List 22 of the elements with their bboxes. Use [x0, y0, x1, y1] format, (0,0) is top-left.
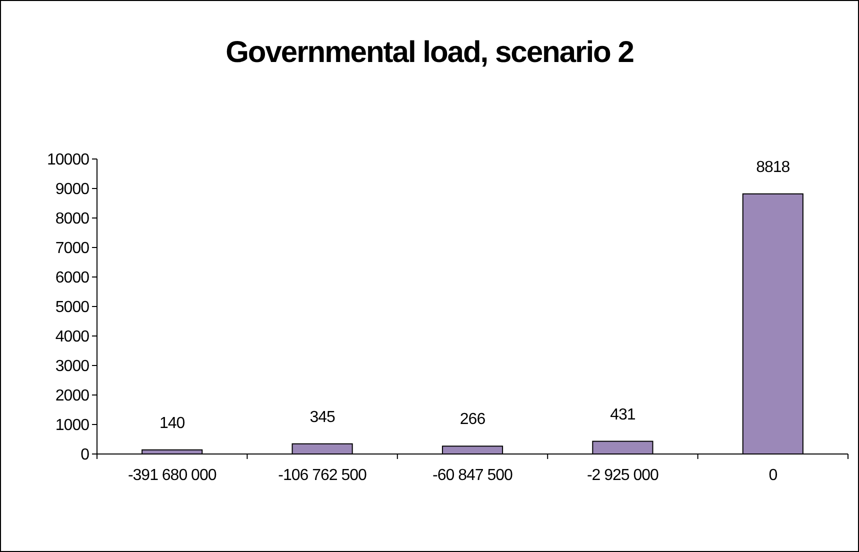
- data-label: 266: [460, 411, 486, 428]
- x-tick-label: 0: [768, 467, 778, 484]
- y-tick-label: 2000: [55, 388, 90, 405]
- data-label: 431: [610, 406, 636, 424]
- chart-title: Governmental load, scenario 2: [226, 36, 634, 69]
- x-tick-label: -391 680 000: [128, 467, 217, 484]
- x-tick-label: -60 847 500: [432, 467, 514, 484]
- data-label: 140: [160, 414, 186, 432]
- x-tick-label: -106 762 500: [278, 467, 368, 484]
- x-tick-label: -2 925 000: [586, 467, 660, 484]
- y-tick-label: 3000: [55, 358, 90, 376]
- data-label: 345: [310, 408, 336, 426]
- y-tick-label: 4000: [55, 328, 90, 346]
- y-tick-label: 9000: [55, 181, 90, 198]
- y-tick-label: 6000: [55, 270, 90, 287]
- y-tick-label: 7000: [55, 240, 90, 258]
- y-tick-label: 1000: [55, 417, 90, 434]
- y-tick-label: 5000: [55, 299, 90, 316]
- y-tick-label: 0: [80, 446, 90, 464]
- y-tick-label: 10000: [47, 152, 90, 169]
- data-label: 8818: [756, 158, 790, 176]
- y-tick-label: 8000: [55, 210, 90, 228]
